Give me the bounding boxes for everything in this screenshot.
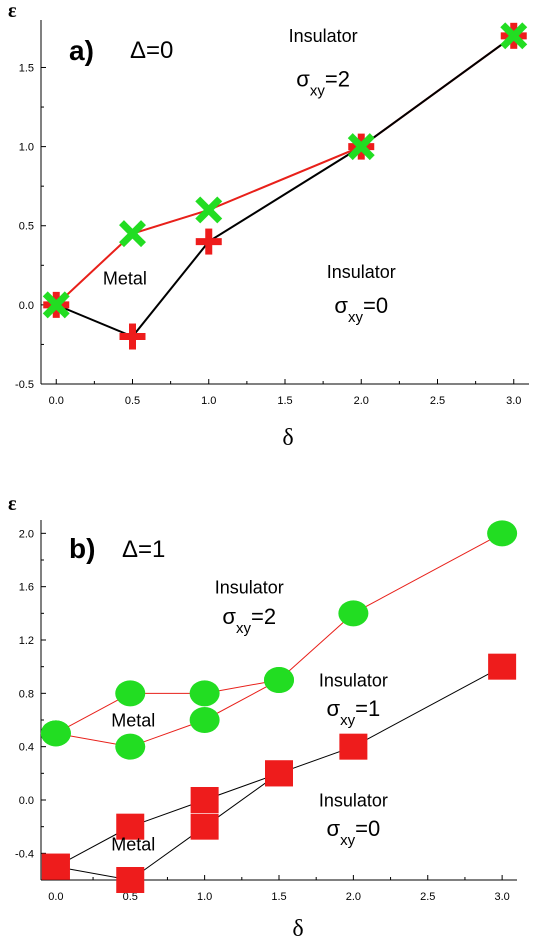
sigma-symbol: σ	[222, 604, 236, 629]
annotation-text: σxy=1	[327, 696, 381, 729]
data-point-circle	[487, 520, 518, 547]
subscript: xy	[348, 309, 364, 326]
x-tick-label: 0.5	[123, 891, 138, 903]
data-point-circle	[264, 667, 294, 693]
x-tick-label: 2.0	[354, 395, 369, 407]
data-point-cross	[119, 220, 146, 248]
x-tick-label: 1.0	[197, 891, 212, 903]
data-point-circle	[338, 600, 369, 627]
data-point-square	[41, 853, 70, 880]
equals-value: =2	[251, 604, 276, 629]
y-tick-label: 0.4	[19, 742, 34, 754]
sigma-symbol: σ	[327, 696, 341, 721]
sigma-symbol: σ	[296, 66, 310, 91]
data-point-square	[116, 867, 145, 893]
data-point-circle	[40, 720, 71, 747]
cross-stroke	[42, 291, 70, 319]
annotation-text: Metal	[103, 268, 147, 288]
series-line-1	[55, 679, 280, 748]
y-tick-label: -0.5	[15, 379, 34, 391]
y-axis-label: ε	[8, 493, 17, 515]
x-axis-label: δ	[282, 425, 293, 451]
series-line-3	[55, 772, 280, 881]
equals-value: =2	[325, 66, 350, 91]
annotation-text: Insulator	[327, 262, 396, 282]
data-point-plus	[119, 323, 146, 350]
data-point-square	[116, 813, 145, 840]
y-tick-label: 0.0	[19, 795, 34, 807]
equals-value: =0	[363, 293, 388, 318]
annotation-text: σxy=2	[222, 604, 276, 637]
x-tick-label: 2.5	[430, 395, 445, 407]
y-tick-label: 0.5	[19, 221, 34, 233]
subscript: xy	[310, 82, 326, 99]
annotation-text: Insulator	[319, 671, 388, 691]
sigma-symbol: σ	[334, 293, 348, 318]
y-tick-label: 1.6	[19, 582, 34, 594]
panel-label: a)	[69, 35, 94, 66]
panel-label: b)	[69, 533, 95, 564]
data-point-cross	[347, 133, 375, 161]
y-tick-label: 2.0	[19, 528, 34, 540]
x-axis-label: δ	[292, 916, 303, 942]
panel-parameter: Δ=1	[122, 536, 165, 563]
y-tick-label: 1.2	[19, 635, 34, 647]
x-tick-label: 0.0	[49, 395, 64, 407]
x-tick-label: 2.0	[346, 891, 361, 903]
data-point-circle	[189, 707, 220, 733]
cross-stroke	[347, 133, 375, 161]
x-tick-label: 1.5	[277, 395, 292, 407]
cross-stroke	[195, 196, 223, 224]
data-point-cross	[500, 22, 528, 50]
y-axis-label: ε	[8, 0, 17, 22]
x-tick-label: 2.5	[420, 891, 435, 903]
annotation-text: Metal	[111, 835, 155, 855]
annotation-text: σxy=2	[296, 66, 350, 99]
y-tick-label: 0.8	[19, 688, 34, 700]
panel-parameter: Δ=0	[130, 37, 173, 64]
x-tick-label: 3.0	[506, 395, 521, 407]
data-point-square	[339, 733, 368, 760]
series-line-1	[55, 35, 515, 338]
data-point-square	[265, 760, 293, 787]
x-tick-label: 0.5	[125, 395, 140, 407]
subscript: xy	[236, 620, 252, 637]
annotation-text: Insulator	[289, 26, 358, 46]
data-point-square	[488, 653, 517, 680]
chart-panel-b: -0.4 0.0 0.4 0.8 1.2 1.6 2.0 0.0 0.5 1.0 1.5 2.0 2.5…	[8, 493, 518, 942]
annotation-text: Metal	[111, 711, 155, 731]
x-tick-label: 1.5	[271, 891, 286, 903]
annotation-text: σxy=0	[334, 293, 388, 326]
x-tick-label: 1.0	[201, 395, 216, 407]
equals-value: =0	[355, 816, 380, 841]
annotation-text: Insulator	[319, 791, 388, 811]
y-tick-label: 1.0	[19, 142, 34, 154]
data-point-circle	[115, 733, 146, 760]
data-point-circle	[189, 680, 220, 707]
equals-value: =1	[355, 696, 380, 721]
cross-stroke	[119, 220, 146, 248]
data-point-square	[190, 787, 219, 813]
data-point-cross	[195, 196, 223, 224]
x-tick-label: 3.0	[494, 891, 509, 903]
cross-stroke	[500, 22, 528, 50]
y-tick-label: -0.4	[15, 848, 34, 860]
subscript: xy	[340, 712, 356, 729]
series-line-0	[55, 35, 515, 306]
data-point-cross	[42, 291, 70, 319]
y-tick-label: 1.5	[19, 62, 34, 74]
annotation-text: σxy=0	[327, 816, 381, 849]
annotation-text: Insulator	[215, 577, 284, 597]
data-point-square	[190, 813, 219, 840]
chart-panel-a: -0.5 0.0 0.5 1.0 1.5 0.0 0.5 1.0 1.5 2.0 2.5 3.0 ε δ a…	[8, 0, 529, 451]
y-tick-label: 0.0	[19, 300, 34, 312]
data-point-circle	[115, 680, 146, 707]
x-tick-label: 0.0	[48, 891, 63, 903]
sigma-symbol: σ	[327, 816, 341, 841]
subscript: xy	[340, 832, 356, 849]
data-point-plus	[195, 228, 222, 255]
